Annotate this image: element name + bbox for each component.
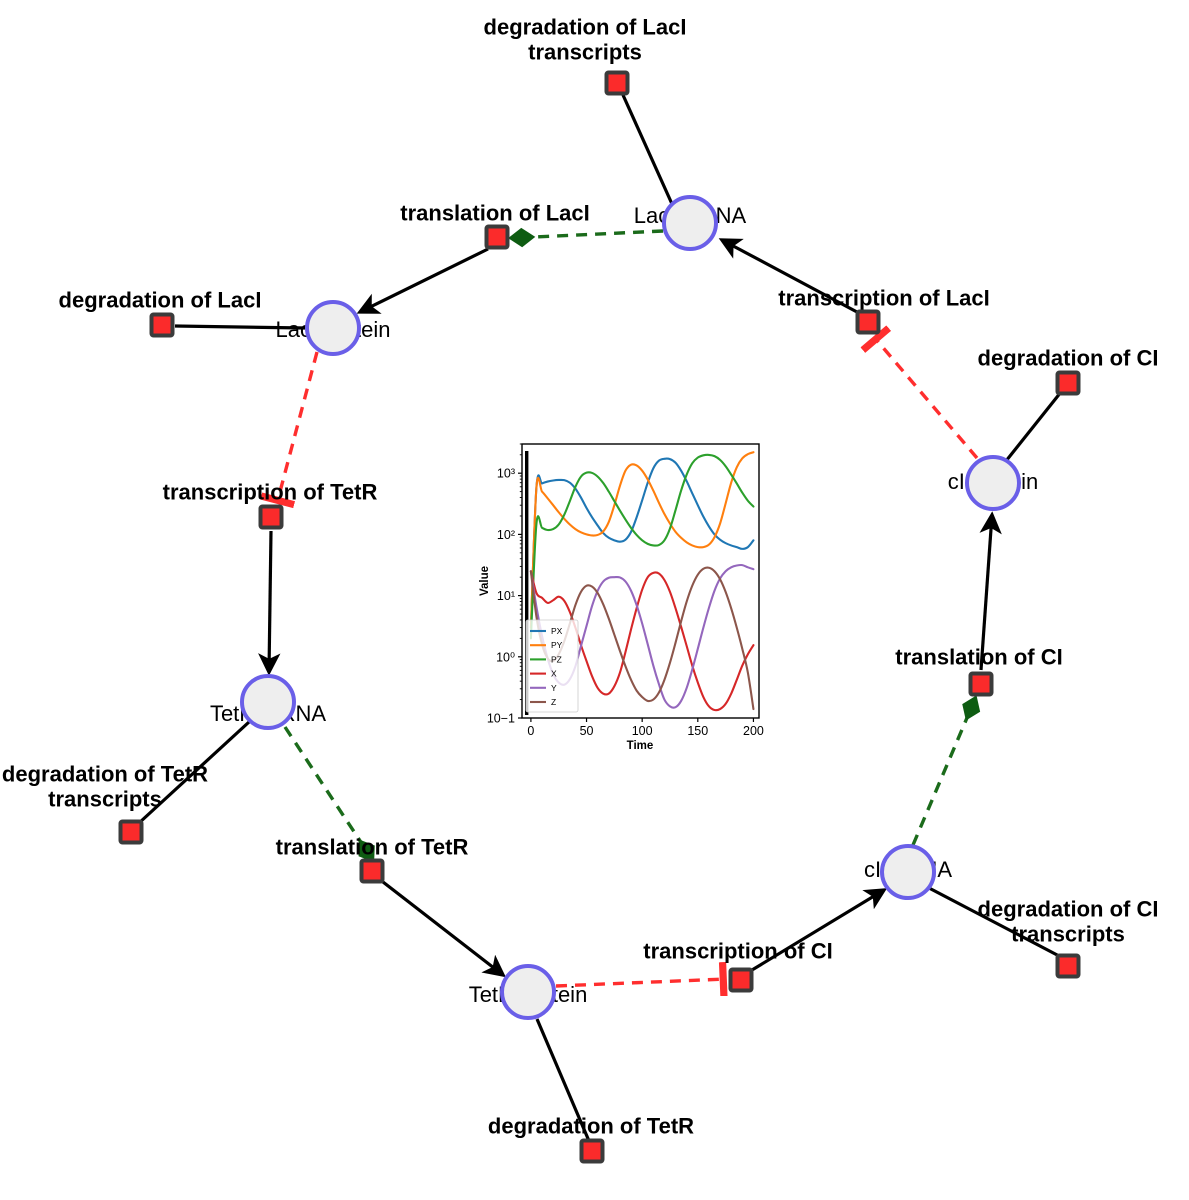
- reaction-node-transcription_tetr[interactable]: [258, 504, 284, 530]
- reaction-node-transcription_ci[interactable]: [728, 967, 754, 993]
- series-line-PY: [529, 451, 755, 629]
- edge-product: [258, 530, 281, 676]
- y-tick-label: 10−1: [487, 712, 515, 726]
- edge-product: [979, 511, 1002, 671]
- species-node-tetr_protein[interactable]: [500, 964, 556, 1020]
- reaction-node-deg_ci[interactable]: [1055, 370, 1081, 396]
- legend-label-Y: Y: [551, 683, 557, 693]
- y-tick-label: 10³: [497, 467, 515, 481]
- species-node-tetr_mrna[interactable]: [240, 674, 296, 730]
- y-axis-ticks: 10−1 10⁰ 10¹ 10² 10³: [487, 443, 522, 726]
- edge-product: [382, 880, 506, 978]
- species-node-laci_mrna[interactable]: [662, 195, 718, 251]
- edge-substrate: [621, 94, 674, 205]
- x-tick-label: 50: [580, 724, 594, 738]
- legend-label-PZ: PZ: [551, 654, 562, 664]
- reaction-node-deg_ci_transcripts[interactable]: [1055, 953, 1081, 979]
- x-tick-label: 200: [743, 724, 764, 738]
- series-line-PZ: [529, 453, 755, 640]
- initial-transient-bar: [525, 451, 529, 715]
- y-tick-label: 10²: [497, 528, 515, 542]
- edge-inhibition: [860, 325, 979, 460]
- series-line-X: [529, 570, 755, 712]
- edge-modifier: [911, 695, 981, 846]
- reaction-node-deg_tetr_transcripts[interactable]: [118, 819, 144, 845]
- plot-legend: PX PY PZ XYZ: [525, 619, 579, 713]
- reaction-node-deg_tetr[interactable]: [579, 1138, 605, 1164]
- reaction-node-translation_tetr[interactable]: [359, 858, 385, 884]
- edge-product: [718, 238, 858, 314]
- y-tick-label: 10⁰: [496, 650, 515, 664]
- reaction-node-deg_laci[interactable]: [149, 312, 175, 338]
- edge-inhibition: [555, 961, 728, 997]
- edge-product: [751, 888, 888, 972]
- edge-modifier: [283, 726, 375, 863]
- reaction-node-translation_laci[interactable]: [484, 224, 510, 250]
- edge-substrate: [535, 1018, 591, 1142]
- reaction-node-transcription_laci[interactable]: [855, 309, 881, 335]
- edge-substrate: [1004, 391, 1063, 462]
- species-node-laci_protein[interactable]: [305, 300, 361, 356]
- y-tick-label: 10¹: [497, 589, 515, 603]
- x-tick-label: 150: [687, 724, 708, 738]
- x-tick-label: 100: [632, 724, 653, 738]
- reaction-node-translation_ci[interactable]: [968, 671, 994, 697]
- edge-product: [356, 247, 489, 314]
- species-node-ci_protein[interactable]: [965, 455, 1021, 511]
- edge-substrate: [174, 324, 306, 330]
- legend-background: [525, 619, 579, 713]
- timeseries-inset-plot: 10−1 10⁰ 10¹ 10² 10³ 0 50 100 150 200 PX PY PZ X Y Z …: [474, 437, 767, 755]
- edge-substrate: [928, 886, 1062, 959]
- legend-label-PX: PX: [551, 626, 563, 636]
- species-node-ci_mrna[interactable]: [880, 844, 936, 900]
- x-tick-label: 0: [527, 724, 534, 738]
- edge-inhibition: [260, 351, 319, 509]
- y-axis-label: Value: [479, 566, 491, 596]
- x-axis-ticks: 0 50 100 150 200: [527, 718, 764, 738]
- legend-label-PY: PY: [551, 640, 563, 650]
- edge-modifier: [508, 227, 664, 248]
- x-axis-label: Time: [627, 740, 654, 752]
- legend-label-Z: Z: [551, 697, 556, 707]
- legend-label-X: X: [551, 669, 557, 679]
- reaction-node-deg_laci_transcripts[interactable]: [604, 70, 630, 96]
- edge-substrate: [137, 720, 251, 825]
